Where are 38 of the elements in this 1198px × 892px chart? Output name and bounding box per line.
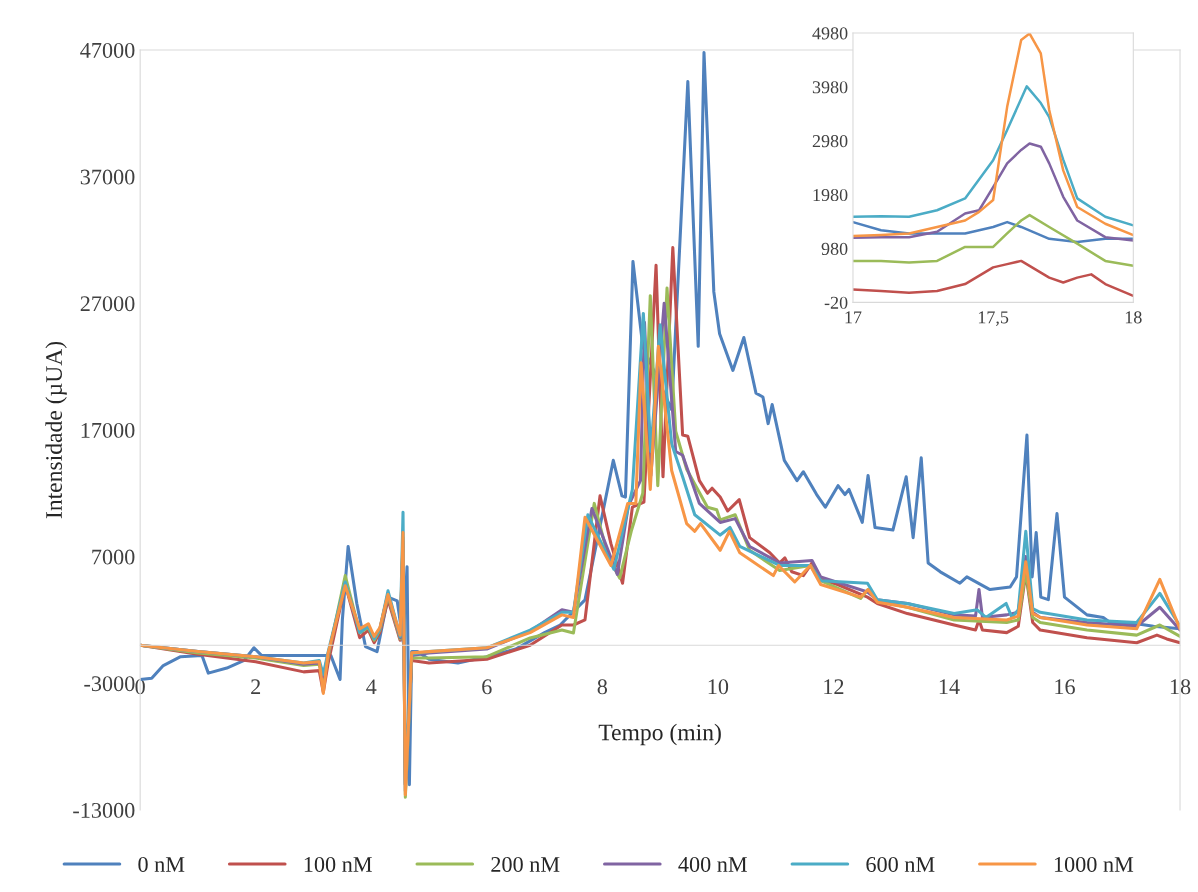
y-tick-label: -13000 — [73, 802, 135, 818]
legend-label: 100 nM — [304, 856, 372, 872]
line-series — [852, 213, 1134, 267]
x-tick-label: 16 — [1055, 679, 1075, 695]
y-tick-label: 37000 — [80, 169, 135, 185]
y-tick-label: 47000 — [80, 42, 135, 58]
x-tick-label: 0 — [135, 679, 145, 695]
x-tick-label: 18 — [1125, 311, 1142, 324]
line-series — [852, 259, 1134, 298]
y-tick-label: -3000 — [84, 676, 135, 692]
legend-label: 400 nM — [678, 856, 747, 872]
y-tick-label: 4980 — [812, 27, 848, 40]
y-tick-label: 980 — [821, 242, 848, 255]
legend-label: 600 nM — [866, 856, 935, 872]
legend-label: 1000 nM — [1054, 856, 1134, 872]
x-tick-label: 12 — [824, 679, 844, 695]
legend-label: 0 nM — [138, 856, 185, 872]
x-tick-label: 2 — [251, 679, 261, 695]
y-tick-label: -20 — [824, 296, 848, 309]
line-series — [852, 142, 1134, 242]
x-tick-label: 6 — [482, 679, 492, 695]
legend-label: 200 nM — [491, 856, 560, 872]
y-tick-label: 1980 — [813, 188, 848, 202]
x-tick-label: 18 — [1170, 679, 1191, 695]
x-tick-label: 10 — [708, 679, 729, 695]
x-tick-label: 17,5 — [978, 311, 1009, 327]
y-tick-label: 7000 — [92, 549, 135, 565]
x-tick-label: 14 — [939, 679, 960, 695]
y-tick-label: 2980 — [812, 135, 848, 148]
x-tick-label: 4 — [366, 679, 377, 695]
y-axis-title: Intensidade (µUA) — [45, 341, 67, 519]
line-series — [852, 85, 1134, 227]
x-tick-label: 17 — [845, 311, 862, 324]
x-axis-title: Tempo (min) — [598, 723, 721, 746]
y-tick-label: 17000 — [81, 422, 135, 438]
y-tick-label: 27000 — [80, 296, 135, 312]
y-tick-label: 3980 — [812, 81, 848, 94]
x-tick-label: 8 — [597, 679, 608, 695]
